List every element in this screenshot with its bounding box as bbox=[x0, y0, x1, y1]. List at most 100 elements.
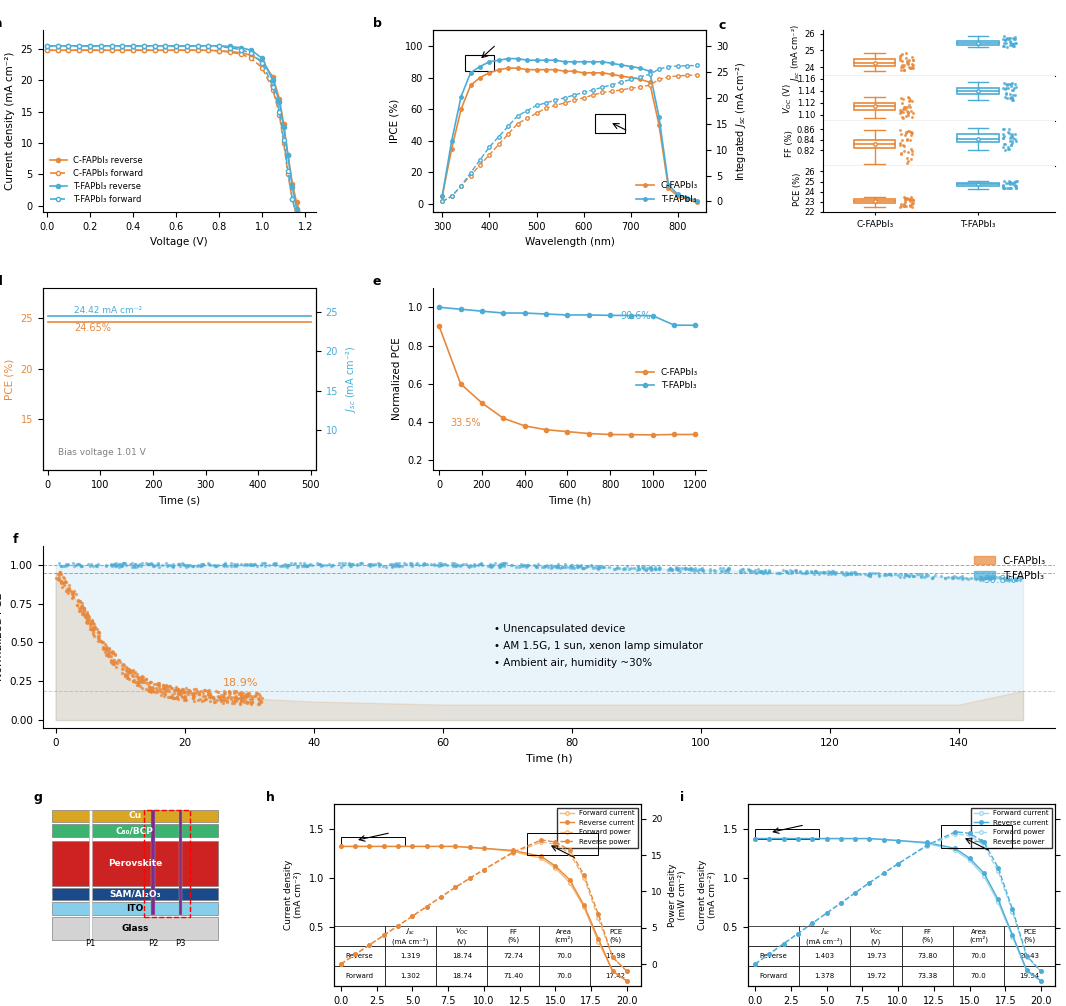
Point bbox=[891, 103, 908, 119]
Point bbox=[648, 561, 665, 577]
Point bbox=[565, 560, 582, 576]
Reverse power bbox=[506, 846, 519, 858]
Point bbox=[815, 564, 833, 580]
Point bbox=[826, 564, 843, 580]
Point bbox=[895, 57, 912, 73]
Point bbox=[784, 563, 801, 579]
Point bbox=[352, 555, 369, 571]
Point bbox=[457, 556, 474, 572]
Point bbox=[943, 569, 960, 585]
Reverse power bbox=[920, 839, 933, 851]
Point bbox=[155, 680, 172, 696]
Point bbox=[804, 563, 821, 579]
Point bbox=[157, 678, 174, 694]
Point bbox=[588, 560, 605, 576]
Point bbox=[184, 557, 201, 573]
Point bbox=[242, 694, 259, 710]
Point bbox=[833, 564, 850, 580]
Point bbox=[54, 568, 71, 584]
Point bbox=[253, 692, 270, 708]
Point bbox=[668, 560, 685, 576]
Point bbox=[131, 673, 148, 689]
Point bbox=[119, 665, 136, 681]
Point bbox=[235, 688, 252, 704]
Point bbox=[175, 683, 192, 699]
Point bbox=[367, 556, 384, 572]
Point bbox=[807, 562, 824, 578]
Point bbox=[933, 567, 950, 583]
Point bbox=[580, 557, 597, 573]
Point bbox=[857, 566, 874, 582]
Point bbox=[459, 557, 477, 573]
Point bbox=[1003, 137, 1020, 153]
T-FAPbI₃ bbox=[539, 308, 552, 320]
Point bbox=[79, 613, 96, 629]
Point bbox=[65, 585, 82, 602]
Forward power bbox=[478, 863, 490, 875]
Point bbox=[100, 645, 117, 661]
Point bbox=[900, 144, 917, 160]
Point bbox=[901, 52, 918, 68]
Point bbox=[59, 580, 76, 597]
Point bbox=[1003, 35, 1020, 51]
Forward power bbox=[620, 966, 633, 978]
Point bbox=[1002, 129, 1019, 145]
Point bbox=[840, 564, 857, 580]
Point bbox=[433, 557, 450, 573]
Point bbox=[133, 668, 150, 684]
Point bbox=[232, 693, 249, 709]
Point bbox=[131, 678, 148, 694]
Point bbox=[384, 558, 401, 574]
C-FAPbI₃ bbox=[433, 320, 446, 332]
Point bbox=[192, 683, 209, 699]
Point bbox=[160, 557, 177, 573]
T-FAPbI₃ bbox=[436, 190, 449, 202]
Point bbox=[205, 689, 222, 705]
Y-axis label: Current density (mA cm⁻²): Current density (mA cm⁻²) bbox=[5, 52, 15, 190]
Point bbox=[431, 558, 448, 574]
Point bbox=[147, 676, 164, 692]
Point bbox=[898, 108, 915, 124]
Point bbox=[162, 688, 179, 704]
Point bbox=[979, 569, 996, 585]
Point bbox=[241, 690, 258, 706]
Point bbox=[51, 565, 68, 581]
Point bbox=[555, 559, 572, 575]
Point bbox=[631, 561, 648, 577]
C-FAPbI₃ bbox=[475, 397, 488, 409]
Point bbox=[677, 559, 694, 575]
Point bbox=[53, 572, 70, 589]
Point bbox=[195, 688, 212, 704]
Point bbox=[59, 557, 76, 573]
Point bbox=[894, 137, 911, 153]
Point bbox=[798, 564, 815, 580]
Point bbox=[243, 696, 260, 712]
Point bbox=[190, 556, 207, 572]
Point bbox=[472, 555, 489, 571]
Point bbox=[109, 652, 126, 668]
Point bbox=[903, 189, 920, 205]
Point bbox=[268, 555, 285, 571]
Point bbox=[959, 571, 976, 588]
Bar bbox=[52, 841, 217, 886]
Point bbox=[912, 568, 930, 584]
Point bbox=[140, 556, 157, 572]
Point bbox=[912, 569, 930, 585]
Point bbox=[454, 555, 471, 571]
Forward power bbox=[963, 829, 975, 841]
Point bbox=[842, 565, 859, 581]
Point bbox=[107, 646, 124, 662]
Reverse current bbox=[748, 833, 761, 845]
Point bbox=[66, 557, 83, 573]
Point bbox=[824, 565, 841, 581]
Point bbox=[859, 566, 876, 582]
Point bbox=[482, 558, 499, 574]
Reverse power bbox=[806, 917, 819, 930]
Point bbox=[364, 556, 381, 572]
T-FAPbI₃ bbox=[605, 57, 618, 69]
Point bbox=[86, 620, 103, 636]
Forward current bbox=[1020, 965, 1033, 977]
Point bbox=[996, 121, 1013, 137]
Point bbox=[482, 557, 499, 573]
Point bbox=[759, 564, 776, 580]
